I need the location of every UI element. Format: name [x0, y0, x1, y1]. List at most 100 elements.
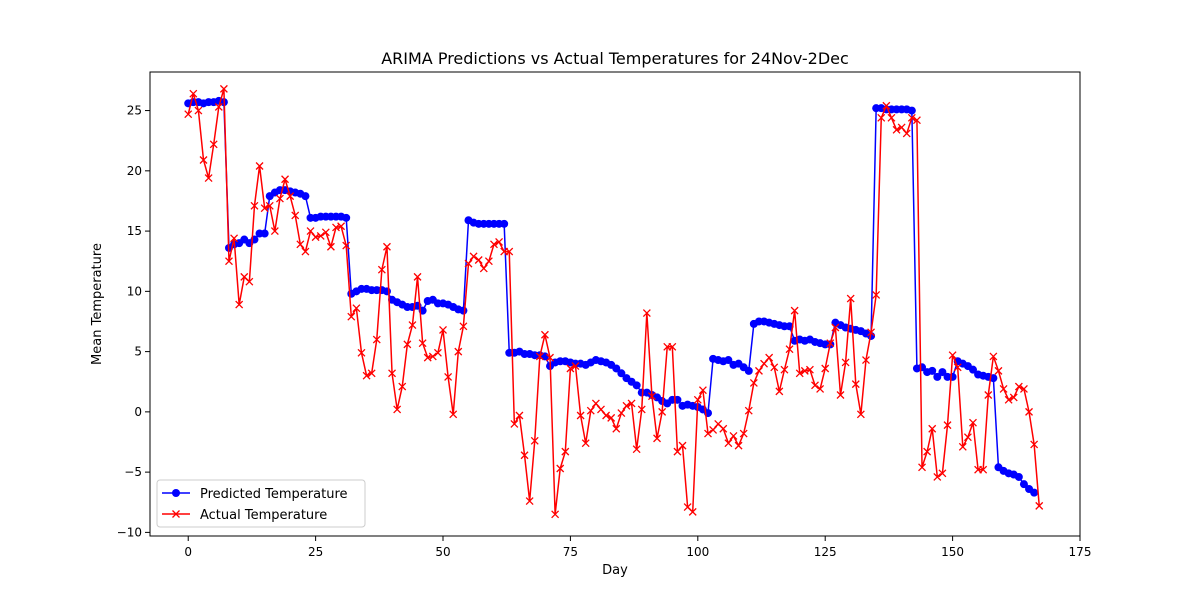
data-point-actual — [495, 237, 504, 246]
data-point-actual — [989, 352, 998, 361]
data-point-actual — [928, 424, 937, 433]
data-point-actual — [566, 364, 575, 373]
data-point-actual — [372, 335, 381, 344]
data-point-actual — [846, 294, 855, 303]
data-point-actual — [255, 162, 264, 170]
data-point-actual — [571, 362, 580, 371]
y-tick-label: 0 — [134, 405, 142, 419]
data-point-actual — [546, 353, 554, 362]
data-point-actual — [912, 116, 921, 125]
data-point-actual — [653, 434, 662, 443]
data-point-actual — [744, 406, 753, 415]
legend-label-predicted: Predicted Temperature — [200, 487, 348, 502]
data-point-actual — [561, 447, 570, 456]
data-point-actual — [586, 406, 595, 415]
data-point-actual — [490, 240, 498, 249]
data-point-actual — [780, 365, 789, 374]
data-point-actual — [362, 371, 371, 380]
data-point-predicted — [382, 287, 391, 296]
data-point-actual — [597, 405, 605, 414]
data-point-actual — [296, 240, 305, 249]
data-point-actual — [540, 330, 549, 339]
data-point-actual — [530, 436, 539, 445]
x-axis-label: Day — [602, 563, 628, 578]
plot-frame — [149, 71, 1081, 537]
y-tick-label: 10 — [127, 284, 142, 298]
data-point-actual — [286, 192, 295, 201]
data-point-predicted — [500, 219, 509, 228]
x-tick-label: 100 — [686, 545, 709, 559]
data-point-actual — [918, 463, 926, 472]
data-point-actual — [352, 304, 361, 313]
data-point-actual — [892, 125, 901, 134]
data-point-actual — [612, 424, 621, 433]
data-point-actual — [754, 366, 763, 375]
data-point-predicted — [1030, 488, 1039, 497]
data-point-actual — [444, 372, 453, 381]
data-point-actual — [469, 252, 478, 261]
data-point-actual — [984, 391, 993, 399]
data-point-actual — [1019, 385, 1028, 393]
data-point-actual — [994, 366, 1003, 375]
data-point-predicted — [907, 106, 916, 115]
legend-label-actual: Actual Temperature — [200, 508, 327, 523]
data-point-actual — [821, 364, 830, 373]
data-point-actual — [668, 342, 677, 351]
data-point-actual — [581, 439, 590, 448]
data-point-actual — [632, 445, 641, 454]
data-point-actual — [872, 291, 881, 299]
data-point-actual — [933, 472, 942, 481]
data-point-actual — [316, 231, 325, 240]
data-point-predicted — [933, 372, 942, 381]
data-point-actual — [535, 352, 544, 361]
data-point-actual — [749, 378, 758, 387]
series-layer — [184, 84, 1044, 519]
data-point-actual — [882, 101, 891, 110]
y-axis-label: Mean Temperature — [90, 243, 105, 365]
data-point-actual — [479, 264, 488, 273]
data-point-actual — [408, 321, 417, 330]
y-tick-label: 15 — [127, 224, 142, 238]
data-point-actual — [393, 405, 402, 414]
data-point-actual — [999, 385, 1008, 393]
data-point-actual — [326, 242, 335, 251]
data-point-actual — [342, 241, 351, 250]
data-point-actual — [484, 257, 493, 266]
data-point-actual — [607, 413, 616, 422]
data-point-predicted — [968, 365, 977, 374]
data-point-actual — [275, 194, 284, 203]
data-point-actual — [693, 395, 702, 404]
data-point-actual — [851, 380, 860, 389]
data-point-actual — [591, 399, 600, 408]
data-point-actual — [958, 442, 967, 451]
data-point-actual — [948, 351, 957, 360]
legend-marker-predicted — [172, 489, 180, 497]
data-point-actual — [1030, 440, 1039, 449]
data-point-predicted — [1019, 480, 1028, 489]
data-point-actual — [214, 102, 223, 111]
data-point-actual — [270, 227, 279, 236]
data-point-actual — [204, 174, 213, 183]
data-point-actual — [245, 277, 254, 286]
x-tick-label: 0 — [184, 545, 192, 559]
data-point-actual — [887, 113, 896, 122]
data-point-actual — [739, 429, 748, 438]
data-point-actual — [938, 469, 947, 478]
data-point-actual — [281, 175, 290, 184]
data-point-actual — [816, 385, 825, 393]
data-point-actual — [719, 424, 728, 433]
data-point-actual — [826, 339, 835, 348]
data-point-actual — [811, 381, 819, 390]
data-point-actual — [265, 201, 274, 210]
data-point-actual — [1014, 382, 1023, 391]
data-point-actual — [439, 325, 447, 334]
data-point-actual — [627, 399, 636, 408]
data-point-predicted — [342, 213, 351, 222]
data-point-predicted — [785, 322, 794, 331]
data-point-actual — [515, 411, 524, 420]
data-point-predicted — [632, 381, 641, 390]
data-point-actual — [225, 257, 233, 266]
y-tick-label: 20 — [127, 164, 142, 178]
legend-marker-actual — [172, 510, 180, 518]
data-point-predicted — [612, 364, 621, 373]
